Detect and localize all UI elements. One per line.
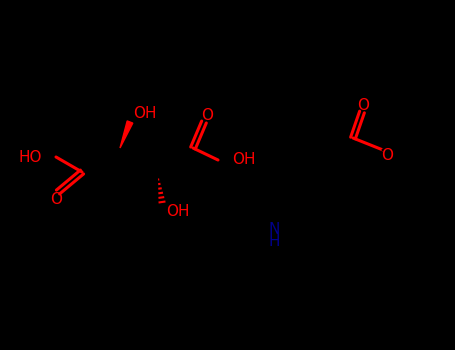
Text: OH: OH (166, 203, 189, 218)
Text: HO: HO (19, 149, 42, 164)
Text: O: O (201, 108, 213, 124)
Text: OH: OH (133, 106, 157, 121)
Text: O: O (50, 191, 62, 206)
Text: O: O (381, 147, 393, 162)
Text: OH: OH (232, 153, 256, 168)
Text: O: O (357, 98, 369, 112)
Polygon shape (120, 121, 133, 148)
Text: H: H (268, 233, 280, 248)
Text: N: N (268, 222, 280, 237)
